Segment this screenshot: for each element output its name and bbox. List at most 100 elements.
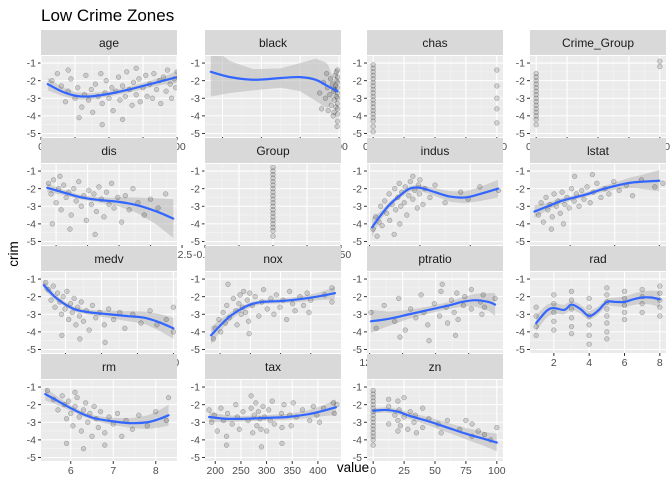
data-point [72,403,78,410]
data-point [370,104,376,110]
y-tick-label: -1 [353,274,362,286]
data-point [385,403,392,410]
y-tick-label: -3 [191,309,200,321]
facet-strip [205,354,341,379]
data-point [401,200,407,206]
data-point [381,302,387,309]
data-point [334,111,341,117]
y-tick-label: -1 [191,166,200,178]
data-point [270,171,276,178]
data-point [551,327,557,333]
data-point [551,191,557,197]
panel-data-layer [206,393,340,450]
confidence-band [209,399,336,423]
data-point [411,419,417,425]
data-point [244,297,250,303]
data-point [124,69,130,75]
confidence-band [372,179,498,238]
data-point [279,440,285,447]
data-point [58,83,65,89]
data-point [407,178,413,185]
panel-data-layer [209,281,337,345]
smooth-line [209,70,339,93]
facet-strip [530,30,666,55]
x-tick-label: 250 [232,465,250,477]
data-point [402,184,408,190]
data-point [604,306,610,312]
data-point [216,316,222,323]
data-point [57,173,63,179]
data-point [576,203,582,209]
data-point [80,318,87,324]
data-point [214,428,220,434]
data-point [111,205,117,211]
data-point [579,187,585,194]
y-tick-label: -2 [191,291,200,303]
data-point [273,292,279,298]
data-point [401,394,407,401]
panel-data-layer [44,387,172,452]
data-point [454,290,460,296]
data-point [370,86,376,93]
x-tick-label: 50 [429,465,441,477]
y-tick-label: -3 [191,417,200,429]
x-tick-label: 2 [551,357,557,369]
data-point [248,405,254,411]
data-point [238,311,244,317]
data-point [49,78,55,84]
data-point [115,74,122,80]
data-point [250,430,256,436]
data-point [616,187,622,194]
data-point [167,81,173,87]
y-tick-label: -5 [27,452,36,464]
data-point [97,409,104,415]
data-point [598,194,604,201]
data-point [102,442,108,448]
data-point [543,194,549,201]
data-point [89,433,95,440]
data-point [68,212,74,218]
data-point [264,306,270,312]
data-point [67,226,73,232]
data-point [49,221,55,227]
y-tick-label: -5 [353,452,362,464]
data-point [372,214,379,220]
data-point [68,76,74,82]
data-point [270,175,276,181]
data-point [141,212,147,218]
data-point [144,423,150,429]
data-point [122,93,128,100]
panel-data-layer [209,56,341,130]
data-point [370,97,376,103]
data-point [118,219,125,225]
y-tick-label: -4 [27,111,36,123]
y-tick-label: -3 [353,93,362,105]
data-point [475,428,481,434]
data-point [99,122,105,128]
data-point [168,95,175,101]
data-point [397,334,403,340]
data-point [657,290,663,296]
data-point [218,405,224,411]
data-point [72,389,78,395]
facet-strip-label: rm [102,360,116,374]
facet-panel-medv: medv-1-2-3-4-520304050 [27,246,179,369]
data-point [278,410,285,417]
data-point [300,302,307,309]
x-tick-label: 0 [370,465,376,477]
y-tick-label: -1 [516,58,525,70]
data-point [405,426,411,432]
data-point [80,446,87,452]
data-point [242,309,249,316]
data-point [292,308,298,314]
data-point [65,67,71,73]
data-point [91,403,97,410]
y-tick-label: -4 [353,219,362,231]
smooth-line [535,296,661,325]
data-point [568,315,575,321]
data-point [370,394,376,401]
data-point [258,444,265,450]
data-point [639,309,645,316]
data-point [451,309,457,316]
data-point [270,217,276,224]
